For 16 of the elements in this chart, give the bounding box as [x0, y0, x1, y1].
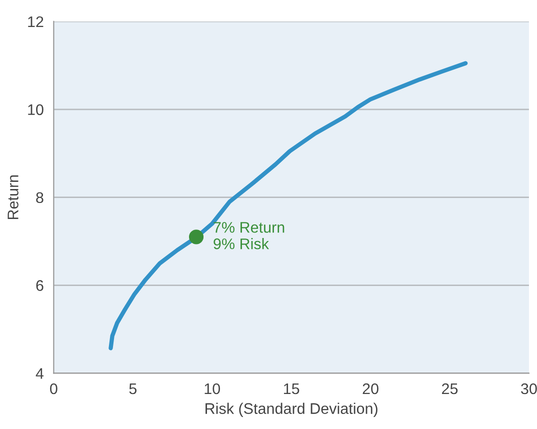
y-tick-label: 12	[28, 16, 44, 27]
y-tick-label: 8	[36, 192, 44, 204]
x-tick-label: 25	[442, 383, 458, 394]
annotation: 7% Return 9% Risk	[214, 222, 284, 250]
x-tick-label: 10	[204, 383, 220, 394]
x-tick-label: 15	[284, 384, 300, 394]
line-series	[108, 61, 468, 350]
y-tick-label: 4	[36, 368, 44, 379]
y-tick-label: 10	[28, 104, 44, 116]
y-axis-title: Return	[8, 175, 18, 220]
x-tick-label: 30	[521, 383, 537, 394]
x-tick-label: 0	[50, 383, 58, 394]
x-tick-label: 20	[362, 383, 378, 394]
x-axis-title: Risk (Standard Deviation)	[206, 402, 378, 417]
x-tick-label: 5	[129, 384, 137, 394]
y-tick-label: 6	[36, 280, 44, 291]
